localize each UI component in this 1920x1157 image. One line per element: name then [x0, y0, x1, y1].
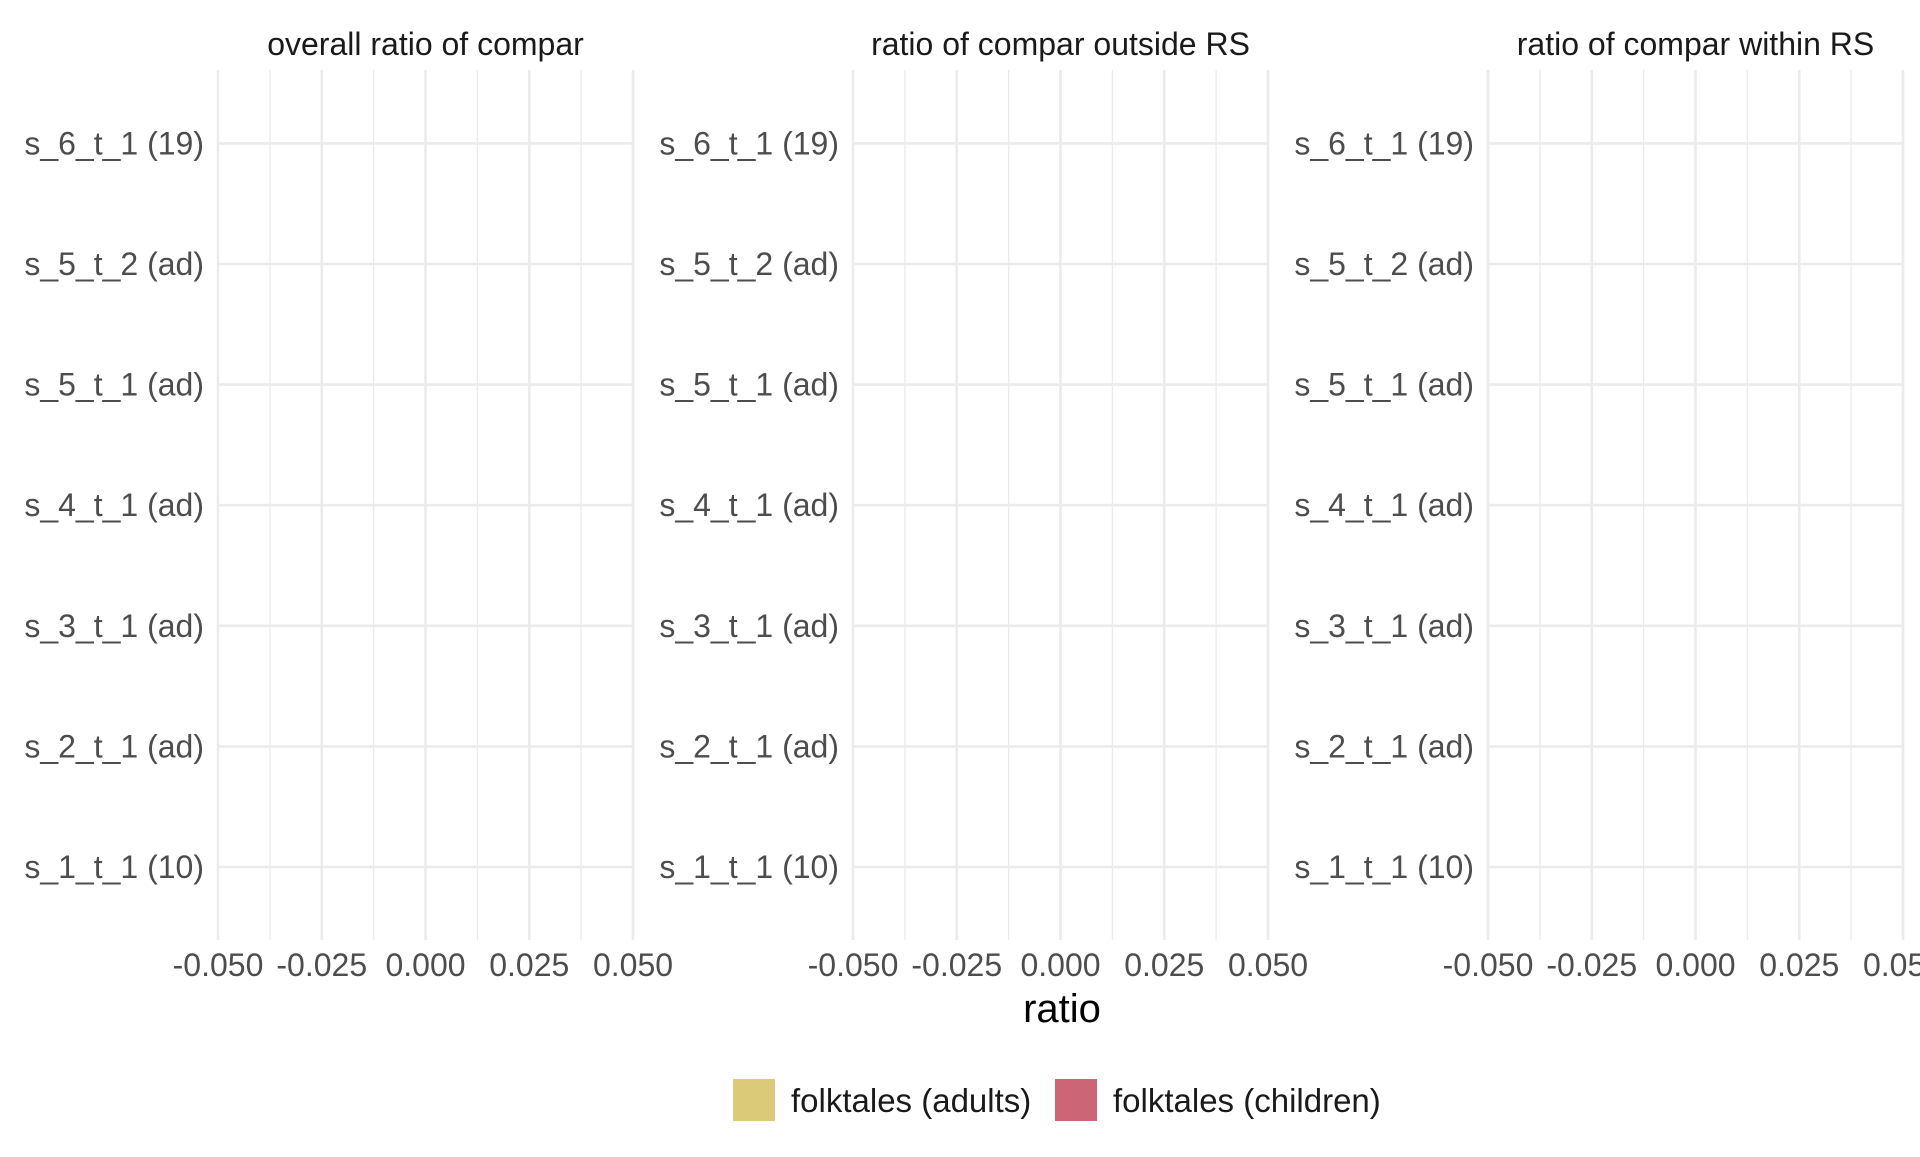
legend-swatch [1055, 1079, 1097, 1121]
y-tick-label: s_6_t_1 (19) [1294, 125, 1474, 161]
x-axis-title: ratio [1023, 987, 1101, 1031]
y-tick-label: s_3_t_1 (ad) [24, 608, 204, 644]
legend-swatch [733, 1079, 775, 1121]
y-tick-label: s_5_t_1 (ad) [1294, 367, 1474, 403]
x-tick-label: 0.050 [593, 947, 673, 983]
facet-title: overall ratio of compar [267, 26, 584, 62]
y-tick-label: s_1_t_1 (10) [24, 849, 204, 885]
legend-label: folktales (adults) [791, 1082, 1031, 1119]
y-tick-label: s_5_t_1 (ad) [659, 367, 839, 403]
x-tick-label: -0.025 [911, 947, 1002, 983]
y-tick-label: s_4_t_1 (ad) [1294, 487, 1474, 523]
y-tick-label: s_1_t_1 (10) [1294, 849, 1474, 885]
x-tick-label: -0.025 [276, 947, 367, 983]
y-tick-label: s_5_t_2 (ad) [659, 246, 839, 282]
y-tick-label: s_4_t_1 (ad) [659, 487, 839, 523]
x-tick-label: -0.050 [808, 947, 899, 983]
x-tick-label: 0.050 [1863, 947, 1920, 983]
y-tick-label: s_2_t_1 (ad) [659, 728, 839, 764]
x-tick-label: 0.025 [1124, 947, 1204, 983]
x-tick-label: -0.050 [173, 947, 264, 983]
facet-title: ratio of compar outside RS [871, 26, 1250, 62]
y-tick-label: s_3_t_1 (ad) [659, 608, 839, 644]
y-tick-label: s_6_t_1 (19) [24, 125, 204, 161]
y-tick-label: s_4_t_1 (ad) [24, 487, 204, 523]
x-tick-label: -0.025 [1546, 947, 1637, 983]
y-tick-label: s_6_t_1 (19) [659, 125, 839, 161]
x-tick-label: 0.050 [1228, 947, 1308, 983]
y-tick-label: s_3_t_1 (ad) [1294, 608, 1474, 644]
y-tick-label: s_5_t_1 (ad) [24, 367, 204, 403]
y-tick-label: s_2_t_1 (ad) [24, 728, 204, 764]
x-tick-label: -0.050 [1443, 947, 1534, 983]
facet-title: ratio of compar within RS [1517, 26, 1874, 62]
x-tick-label: 0.000 [1655, 947, 1735, 983]
legend-label: folktales (children) [1113, 1082, 1381, 1119]
x-tick-label: 0.025 [489, 947, 569, 983]
x-tick-label: 0.000 [385, 947, 465, 983]
x-tick-label: 0.000 [1020, 947, 1100, 983]
y-tick-label: s_2_t_1 (ad) [1294, 728, 1474, 764]
y-tick-label: s_1_t_1 (10) [659, 849, 839, 885]
y-tick-label: s_5_t_2 (ad) [1294, 246, 1474, 282]
y-tick-label: s_5_t_2 (ad) [24, 246, 204, 282]
x-tick-label: 0.025 [1759, 947, 1839, 983]
